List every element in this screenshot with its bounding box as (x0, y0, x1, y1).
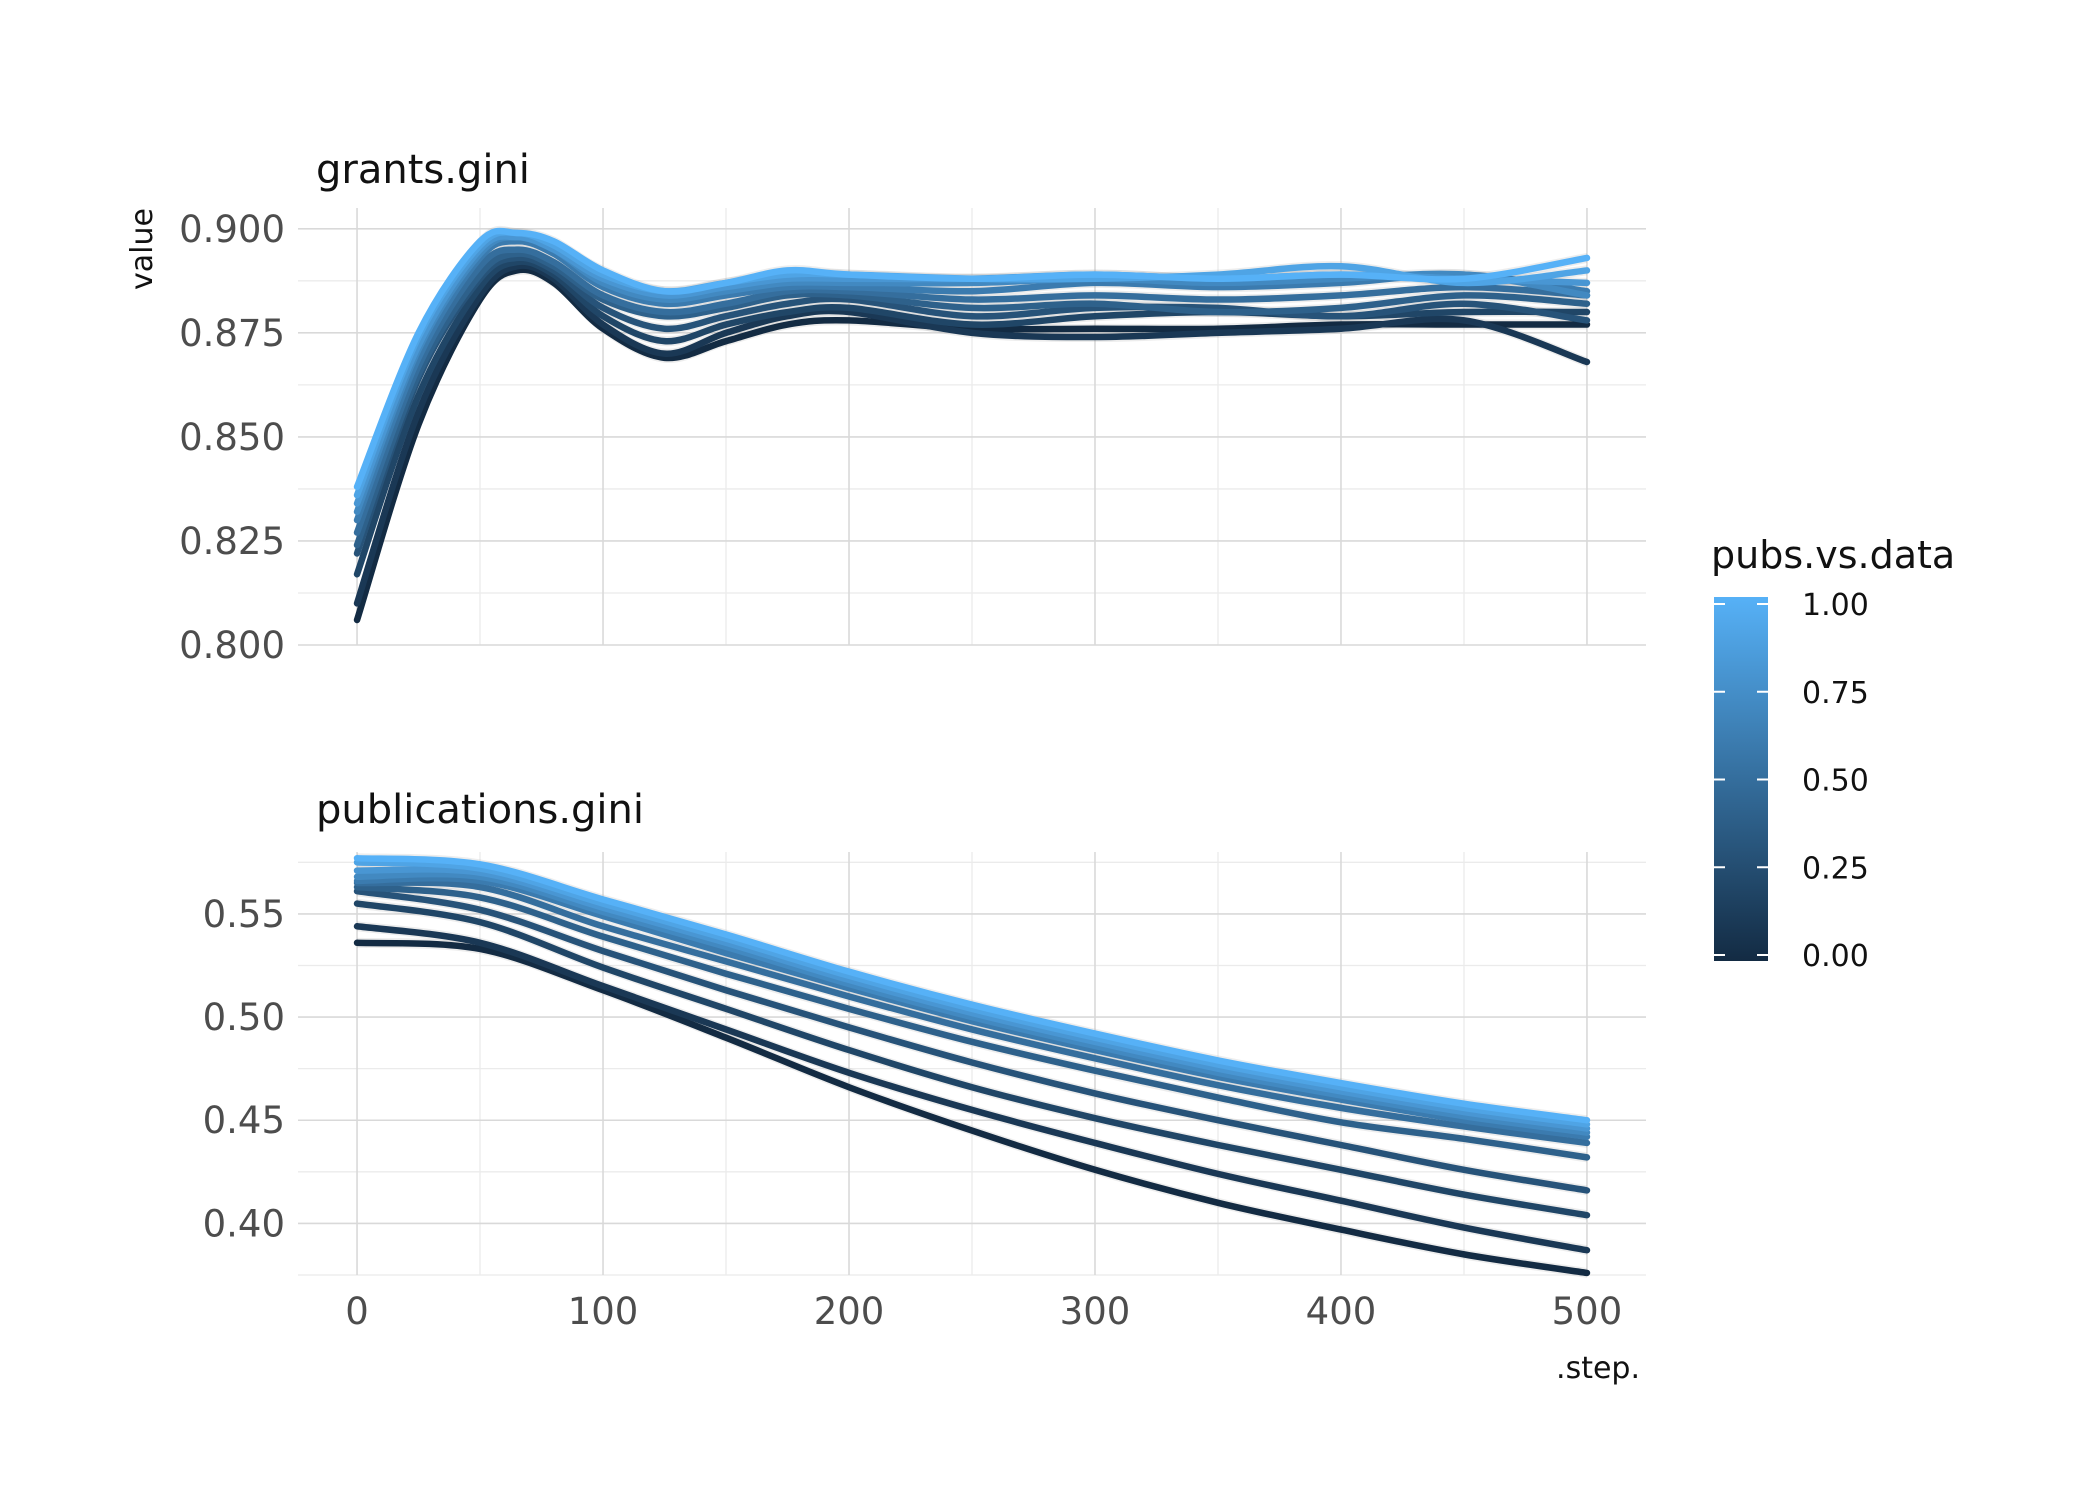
y-tick-label: 0.850 (179, 416, 285, 459)
x-tick-label: 200 (814, 1290, 885, 1333)
series-confidence-band (357, 256, 1587, 580)
legend-break-label: 0.00 (1802, 939, 1869, 974)
panel-grants-gini: grants.gini 0.800 0.825 0.850 0.875 0.900 (179, 147, 1646, 667)
y-axis-title: value (125, 208, 160, 290)
y-tick-label: 0.800 (179, 624, 285, 667)
series-line-pubs-vs-data-0.2 (353, 900, 1591, 1219)
panel-publications-gini-y-ticks: 0.40 0.45 0.50 0.55 (203, 893, 285, 1246)
x-tick-label: 400 (1306, 1290, 1377, 1333)
series-line-pubs-vs-data-0.6 (353, 875, 1591, 1140)
series-line-pubs-vs-data-1 (353, 227, 1591, 491)
panel-grants-gini-lines (353, 227, 1591, 624)
x-tick-label: 100 (568, 1290, 639, 1333)
series-line-pubs-vs-data-0.4 (353, 883, 1591, 1161)
series-line-pubs-vs-data-0.5 (353, 246, 1591, 536)
series-line-pubs-vs-data-0.8 (353, 866, 1591, 1132)
series-confidence-band (357, 236, 1587, 526)
series-line-pubs-vs-data-0.4 (353, 250, 1591, 549)
x-tick-label: 300 (1060, 1290, 1131, 1333)
series-line-pubs-vs-data-0.5 (353, 879, 1591, 1147)
legend-break-label: 0.50 (1802, 764, 1869, 799)
panel-publications-gini: publications.gini 0.40 0.45 0.50 0.55 (203, 787, 1646, 1278)
panel-grants-gini-y-ticks: 0.800 0.825 0.850 0.875 0.900 (179, 208, 285, 667)
y-tick-label: 0.825 (179, 520, 285, 563)
series-line-pubs-vs-data-0.3 (353, 887, 1591, 1194)
x-axis-title: .step. (1556, 1351, 1640, 1386)
panel-publications-gini-lines (353, 854, 1591, 1277)
series-confidence-band (357, 244, 1587, 538)
color-legend: pubs.vs.data 1.00 0.75 0.50 0.25 0.00 (1711, 533, 1955, 974)
y-tick-label: 0.50 (203, 996, 285, 1039)
legend-break-label: 0.25 (1802, 851, 1869, 886)
panel-title-publications-gini: publications.gini (316, 787, 644, 833)
legend-title: pubs.vs.data (1711, 533, 1955, 577)
y-tick-label: 0.45 (203, 1099, 285, 1142)
panel-title-grants-gini: grants.gini (316, 147, 530, 193)
y-tick-label: 0.900 (179, 208, 285, 251)
x-tick-label: 0 (345, 1290, 369, 1333)
series-line-pubs-vs-data-0.7 (353, 870, 1591, 1136)
x-axis-ticks: 0 100 200 300 400 500 (345, 1290, 1622, 1333)
x-tick-label: 500 (1552, 1290, 1623, 1333)
series-line-pubs-vs-data-0.9 (353, 859, 1591, 1128)
y-tick-label: 0.55 (203, 893, 285, 936)
y-tick-label: 0.875 (179, 312, 285, 355)
series-line-pubs-vs-data-0.1 (353, 262, 1591, 607)
legend-breaks: 1.00 0.75 0.50 0.25 0.00 (1714, 588, 1869, 974)
series-line-pubs-vs-data-0 (353, 939, 1591, 1277)
series-line-pubs-vs-data-1 (353, 854, 1591, 1124)
series-line-pubs-vs-data-0.1 (353, 923, 1591, 1254)
legend-break-label: 0.75 (1802, 676, 1869, 711)
y-tick-label: 0.40 (203, 1202, 285, 1245)
legend-break-label: 1.00 (1802, 588, 1869, 623)
